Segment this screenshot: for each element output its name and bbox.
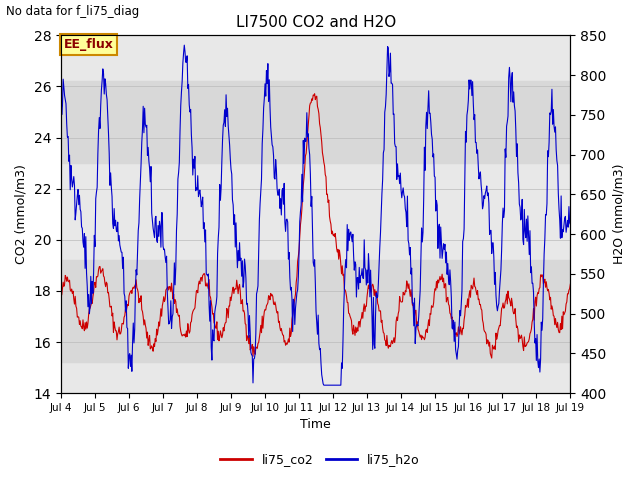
Text: No data for f_li75_diag: No data for f_li75_diag	[6, 5, 140, 18]
Bar	[61, 81, 570, 163]
Bar	[61, 260, 570, 362]
Y-axis label: CO2 (mmol/m3): CO2 (mmol/m3)	[15, 164, 28, 264]
Text: EE_flux: EE_flux	[64, 38, 114, 51]
Legend: li75_co2, li75_h2o: li75_co2, li75_h2o	[215, 448, 425, 471]
Title: LI7500 CO2 and H2O: LI7500 CO2 and H2O	[236, 15, 396, 30]
Y-axis label: H2O (mmol/m3): H2O (mmol/m3)	[612, 164, 625, 264]
X-axis label: Time: Time	[300, 419, 331, 432]
